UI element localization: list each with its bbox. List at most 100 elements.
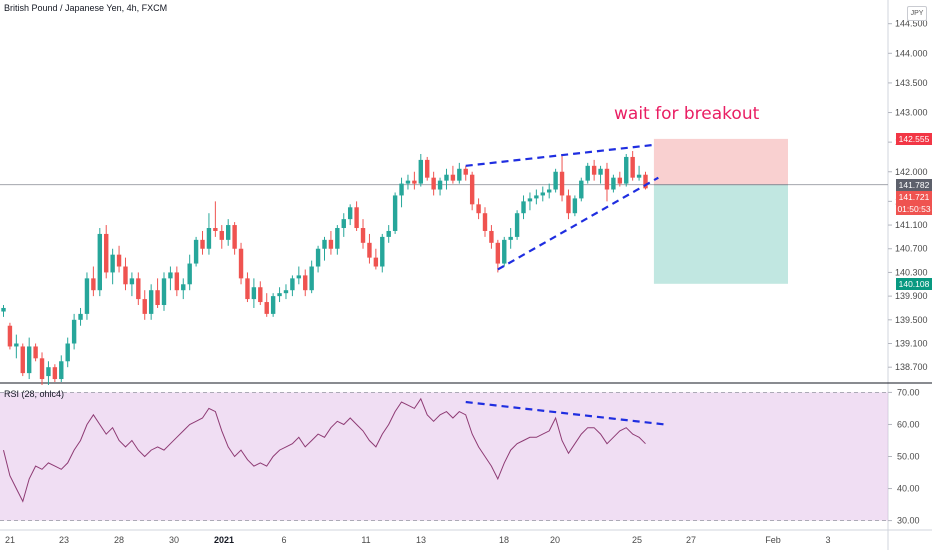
candle-body bbox=[347, 207, 353, 220]
candle-body bbox=[508, 236, 513, 240]
price-tick-label: 138.700 bbox=[895, 362, 928, 372]
candle-body bbox=[232, 225, 237, 249]
time-tick-label: 13 bbox=[416, 535, 426, 545]
currency-badge[interactable]: JPY bbox=[907, 6, 927, 21]
candle-body bbox=[328, 239, 334, 249]
time-tick-label: 2021 bbox=[214, 535, 234, 545]
candle-body bbox=[322, 239, 327, 249]
take-profit-price-label: 140.108 bbox=[896, 277, 932, 290]
candle-body bbox=[148, 290, 154, 314]
candle-body bbox=[245, 278, 250, 300]
candle-body bbox=[495, 242, 501, 264]
price-tick-label: 140.300 bbox=[895, 267, 928, 277]
candle-body bbox=[604, 168, 610, 190]
candle-body bbox=[585, 165, 590, 181]
price-tick-label: 140.700 bbox=[895, 244, 928, 254]
candle-body bbox=[155, 290, 160, 306]
current-price-label: 141.782 bbox=[896, 178, 932, 191]
candle-body bbox=[39, 358, 45, 380]
candle-body bbox=[168, 272, 173, 279]
candle-body bbox=[431, 177, 436, 190]
candle-body bbox=[514, 213, 520, 237]
candle-body bbox=[502, 239, 507, 264]
price-tick-label: 144.500 bbox=[895, 19, 928, 29]
candle-body bbox=[206, 228, 212, 249]
candle-body bbox=[174, 272, 180, 291]
candle-body bbox=[489, 230, 494, 243]
candle-body bbox=[559, 171, 565, 196]
time-tick-label: 11 bbox=[361, 535, 370, 545]
time-tick-label: 25 bbox=[632, 535, 642, 545]
candle-body bbox=[84, 278, 90, 314]
chart-title: British Pound / Japanese Yen, 4h, FXCM bbox=[4, 3, 168, 13]
time-tick-label: 18 bbox=[499, 535, 509, 545]
candle-body bbox=[386, 230, 391, 237]
candle-body bbox=[469, 174, 475, 205]
rsi-tick-label: 50.00 bbox=[897, 452, 920, 462]
time-tick-label: 3 bbox=[825, 535, 830, 545]
time-tick-label: 23 bbox=[59, 535, 69, 545]
candle-body bbox=[33, 346, 38, 359]
candle-body bbox=[258, 287, 263, 303]
candle-body bbox=[392, 195, 398, 231]
price-tick-label: 141.100 bbox=[895, 220, 928, 230]
upper-trendline bbox=[465, 144, 653, 167]
price-tick-label: 139.900 bbox=[895, 291, 928, 301]
candle-body bbox=[226, 225, 231, 240]
time-tick-label: 30 bbox=[169, 535, 179, 545]
candle-body bbox=[1, 307, 6, 312]
candle-body bbox=[450, 174, 456, 181]
price-tick-label: 142.000 bbox=[895, 167, 928, 177]
candle-body bbox=[181, 284, 186, 291]
candle-body bbox=[367, 242, 372, 258]
candle-body bbox=[283, 290, 289, 294]
rsi-indicator-label[interactable]: RSI (28, ohlc4) bbox=[4, 389, 65, 399]
rsi-band-fill bbox=[0, 392, 888, 521]
time-tick-label: 28 bbox=[114, 535, 124, 545]
candle-body bbox=[104, 233, 109, 273]
candle-body bbox=[598, 168, 603, 175]
candle-body bbox=[296, 275, 302, 279]
candle-body bbox=[437, 180, 443, 190]
time-tick-label: 20 bbox=[550, 535, 560, 545]
time-tick-label: 21 bbox=[5, 535, 15, 545]
candle-body bbox=[540, 192, 545, 196]
candle-body bbox=[547, 189, 552, 193]
candle-body bbox=[91, 278, 96, 291]
candle-body bbox=[579, 180, 584, 199]
candle-body bbox=[71, 319, 77, 344]
candle-body bbox=[643, 174, 648, 189]
candle-body bbox=[309, 266, 314, 291]
candle-body bbox=[116, 254, 122, 267]
candle-body bbox=[238, 248, 244, 279]
price-tick-label: 144.000 bbox=[895, 48, 928, 58]
rsi-tick-label: 40.00 bbox=[897, 484, 920, 494]
bar-countdown-label: 01:50:53 bbox=[896, 202, 932, 215]
candle-body bbox=[380, 236, 385, 267]
candle-body bbox=[303, 275, 308, 291]
candle-body bbox=[527, 198, 533, 202]
candle-body bbox=[52, 367, 58, 380]
price-tick-label: 139.100 bbox=[895, 339, 928, 349]
candle-body bbox=[264, 302, 269, 314]
rsi-line bbox=[3, 397, 646, 503]
candle-body bbox=[142, 299, 147, 314]
candle-body bbox=[193, 239, 199, 264]
candle-body bbox=[521, 201, 526, 214]
candle-body bbox=[354, 207, 359, 229]
rsi-tick-label: 60.00 bbox=[897, 419, 920, 429]
candle-body bbox=[251, 287, 257, 300]
candle-body bbox=[463, 168, 468, 175]
time-tick-label: Feb bbox=[765, 535, 781, 545]
candle-body bbox=[290, 278, 295, 291]
candle-body bbox=[534, 195, 539, 199]
rsi-divergence-line bbox=[465, 400, 665, 426]
candle-body bbox=[20, 346, 25, 374]
stop-loss-price-label: 142.555 bbox=[896, 132, 932, 145]
price-tick-label: 143.000 bbox=[895, 108, 928, 118]
candle-body bbox=[315, 248, 321, 267]
candle-body bbox=[65, 343, 70, 362]
price-tick-label: 139.500 bbox=[895, 315, 928, 325]
